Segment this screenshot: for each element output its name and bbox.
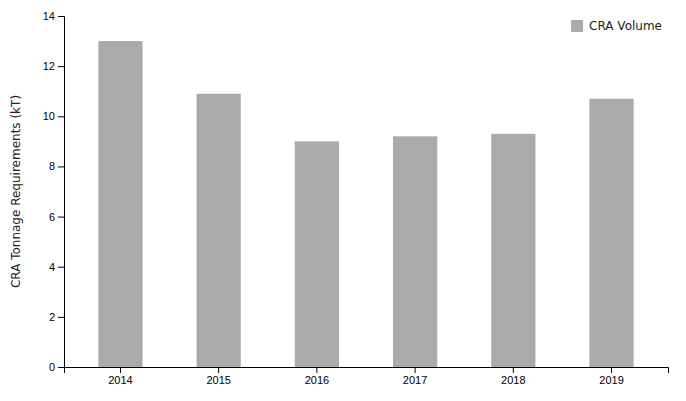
tick-label: 2018	[501, 374, 525, 386]
tick-mark	[58, 66, 64, 67]
tick-mark	[218, 367, 219, 373]
tick-mark	[58, 267, 64, 268]
axis-line	[58, 17, 65, 368]
tick-label: 2015	[206, 374, 230, 386]
tick: 2014	[108, 367, 132, 386]
tick-label: 2017	[403, 374, 427, 386]
bars	[98, 41, 633, 367]
tick-mark	[316, 367, 317, 373]
tick-label: 10	[43, 110, 55, 122]
axis-line	[65, 368, 669, 374]
bar	[98, 41, 142, 367]
legend: CRA Volume	[571, 19, 662, 33]
tick: 14	[43, 10, 64, 22]
tick: 2019	[599, 367, 623, 386]
tick-mark	[513, 367, 514, 373]
tick-label: 12	[43, 60, 55, 72]
tick-mark	[415, 367, 416, 373]
tick: 0	[49, 361, 64, 373]
legend-swatch	[571, 20, 583, 32]
tick-label: 2016	[305, 374, 329, 386]
tick: 6	[49, 211, 64, 223]
tick-label: 4	[49, 261, 55, 273]
tick-label: 14	[43, 10, 55, 22]
tick: 10	[43, 110, 64, 122]
tick-label: 8	[49, 160, 55, 172]
tick: 2018	[501, 367, 525, 386]
tick: 8	[49, 160, 64, 172]
bar	[491, 134, 535, 367]
y-axis-title: CRA Tonnage Requirements (kT)	[9, 95, 23, 288]
bar	[295, 141, 339, 367]
tick-label: 2019	[599, 374, 623, 386]
tick-mark	[611, 367, 612, 373]
tick: 12	[43, 60, 64, 72]
tick-mark	[58, 317, 64, 318]
plot: 0 2 4 6 8 10 12 14 2014 2015 2016 2017 2018 2019 CRA V…	[43, 10, 669, 386]
tick-mark	[58, 116, 64, 117]
tick: 4	[49, 261, 64, 273]
bar	[589, 99, 633, 367]
tick: 2	[49, 311, 64, 323]
bar	[393, 136, 437, 367]
bar	[197, 94, 241, 367]
x-axis: 2014 2015 2016 2017 2018 2019	[65, 367, 669, 386]
tick: 2017	[403, 367, 427, 386]
tick-mark	[58, 367, 64, 368]
tick-mark	[58, 217, 64, 218]
tick-label: 2	[49, 311, 55, 323]
tick-label: 0	[49, 361, 55, 373]
legend-label: CRA Volume	[589, 19, 662, 33]
tick-label: 2014	[108, 374, 132, 386]
tick: 2016	[305, 367, 329, 386]
y-axis: 0 2 4 6 8 10 12 14	[43, 10, 65, 373]
tick-mark	[120, 367, 121, 373]
tick: 2015	[206, 367, 230, 386]
tick-mark	[58, 16, 64, 17]
tick-label: 6	[49, 211, 55, 223]
tick-mark	[58, 166, 64, 167]
chart: 0 2 4 6 8 10 12 14 2014 2015 2016 2017 2018 2019 CRA V…	[0, 0, 686, 401]
legend-item: CRA Volume	[571, 19, 662, 33]
